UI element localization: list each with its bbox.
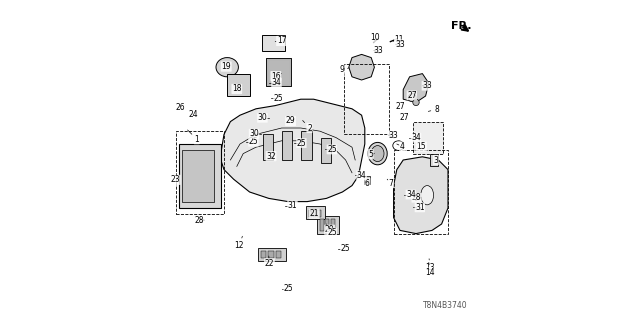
Text: 33: 33 bbox=[395, 40, 405, 49]
Ellipse shape bbox=[408, 93, 416, 102]
Text: 3: 3 bbox=[433, 156, 438, 164]
Text: 27: 27 bbox=[395, 102, 405, 111]
Bar bbox=[262, 35, 285, 51]
Text: 25: 25 bbox=[273, 94, 284, 103]
Bar bbox=[413, 122, 443, 154]
Text: 30: 30 bbox=[257, 113, 268, 122]
Text: 7: 7 bbox=[387, 179, 394, 188]
Text: 31: 31 bbox=[415, 203, 425, 212]
Text: 18: 18 bbox=[232, 84, 241, 93]
Text: 22: 22 bbox=[265, 256, 274, 268]
Text: 20: 20 bbox=[324, 224, 335, 234]
Text: 9: 9 bbox=[339, 65, 349, 74]
Bar bbox=[282, 131, 292, 160]
Text: 25: 25 bbox=[248, 137, 259, 146]
Bar bbox=[263, 134, 273, 160]
Text: 30: 30 bbox=[249, 129, 259, 138]
Bar bbox=[258, 248, 287, 261]
Text: 34: 34 bbox=[356, 171, 367, 180]
Text: 11: 11 bbox=[394, 35, 404, 44]
Text: 33: 33 bbox=[373, 46, 383, 55]
Bar bbox=[176, 131, 224, 214]
Ellipse shape bbox=[413, 99, 419, 106]
PathPatch shape bbox=[349, 54, 374, 80]
Text: 13: 13 bbox=[425, 259, 435, 272]
Bar bbox=[227, 74, 250, 96]
Text: 25: 25 bbox=[327, 145, 337, 154]
Text: 25: 25 bbox=[327, 228, 337, 237]
PathPatch shape bbox=[403, 74, 429, 102]
Text: 34: 34 bbox=[406, 190, 416, 199]
Ellipse shape bbox=[371, 146, 384, 162]
Bar bbox=[182, 150, 214, 202]
Text: 25: 25 bbox=[296, 139, 307, 148]
Bar bbox=[364, 176, 370, 184]
Bar bbox=[317, 216, 339, 234]
Text: 25: 25 bbox=[340, 244, 350, 253]
Bar bbox=[325, 219, 330, 231]
Text: 21: 21 bbox=[310, 209, 319, 218]
Bar bbox=[313, 210, 316, 217]
Ellipse shape bbox=[365, 179, 369, 183]
Text: 33: 33 bbox=[388, 131, 398, 140]
Text: 28: 28 bbox=[412, 193, 421, 202]
Text: 23: 23 bbox=[170, 175, 180, 184]
Text: 26: 26 bbox=[175, 103, 185, 112]
Text: 34: 34 bbox=[271, 78, 282, 87]
Text: 27: 27 bbox=[407, 91, 417, 100]
Bar bbox=[317, 210, 321, 217]
Text: T8N4B3740: T8N4B3740 bbox=[422, 301, 467, 310]
Bar bbox=[306, 206, 325, 219]
Text: 25: 25 bbox=[284, 284, 294, 293]
Text: 12: 12 bbox=[235, 236, 244, 250]
Text: 8: 8 bbox=[428, 105, 439, 114]
Bar bbox=[261, 251, 266, 258]
Text: 15: 15 bbox=[417, 141, 426, 151]
Text: 16: 16 bbox=[271, 72, 282, 81]
Bar bbox=[331, 219, 335, 231]
Bar bbox=[309, 210, 312, 217]
Bar bbox=[266, 58, 291, 86]
Ellipse shape bbox=[216, 58, 238, 77]
Text: 4: 4 bbox=[397, 142, 404, 151]
PathPatch shape bbox=[221, 99, 365, 202]
Text: 14: 14 bbox=[425, 262, 435, 277]
Text: 28: 28 bbox=[195, 216, 204, 225]
PathPatch shape bbox=[394, 157, 448, 234]
Text: 32: 32 bbox=[266, 152, 276, 161]
Text: 19: 19 bbox=[221, 62, 231, 71]
Text: 31: 31 bbox=[287, 201, 298, 210]
Text: 33: 33 bbox=[422, 81, 432, 90]
FancyBboxPatch shape bbox=[179, 144, 221, 208]
Ellipse shape bbox=[421, 186, 434, 205]
Bar bbox=[268, 251, 274, 258]
Ellipse shape bbox=[368, 142, 387, 165]
Bar bbox=[320, 219, 324, 231]
Bar bbox=[430, 154, 438, 166]
Text: 34: 34 bbox=[411, 133, 421, 142]
Text: FR.: FR. bbox=[451, 20, 471, 31]
Bar bbox=[276, 251, 282, 258]
Text: 10: 10 bbox=[370, 33, 380, 42]
Text: 17: 17 bbox=[275, 36, 287, 45]
Text: 6: 6 bbox=[365, 179, 370, 188]
Text: 1: 1 bbox=[188, 130, 199, 144]
Text: 5: 5 bbox=[368, 150, 374, 159]
Bar bbox=[394, 150, 448, 234]
Text: 27: 27 bbox=[399, 113, 410, 122]
Bar bbox=[344, 64, 389, 134]
Text: 29: 29 bbox=[285, 116, 296, 125]
Text: 2: 2 bbox=[303, 120, 312, 132]
Text: 24: 24 bbox=[188, 110, 198, 119]
Bar bbox=[321, 138, 331, 163]
Bar bbox=[301, 131, 312, 160]
